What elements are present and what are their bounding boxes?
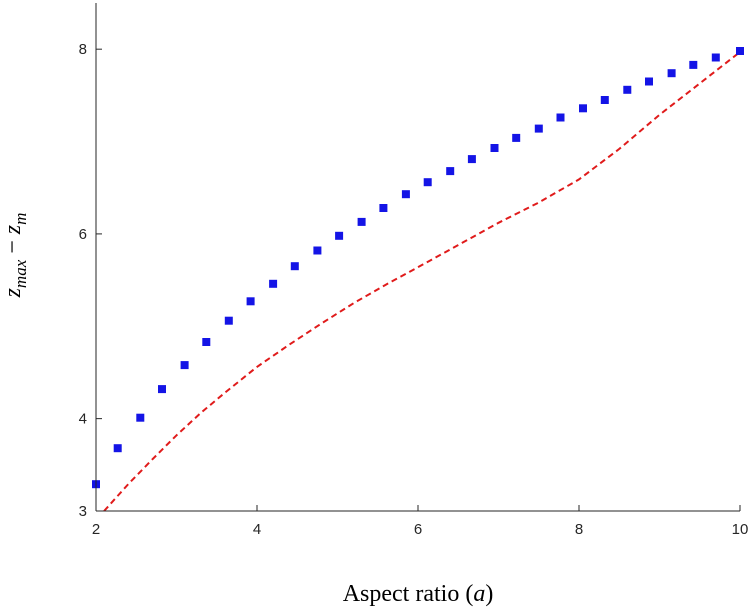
x-axis-title-text: Aspect ratio (343, 581, 460, 607)
y-tick-label: 8 (79, 41, 87, 58)
x-axis-title: Aspect ratio (a) (343, 581, 494, 607)
x-axis-title-variable: a (473, 581, 485, 607)
plot-area (92, 47, 744, 511)
data-point (645, 77, 653, 86)
data-point (534, 124, 543, 133)
data-point (335, 231, 344, 240)
data-point (736, 47, 744, 55)
data-point (689, 60, 698, 69)
data-point (290, 262, 299, 271)
data-point (423, 178, 432, 187)
data-point (158, 385, 166, 394)
y-tick-label: 6 (79, 226, 87, 243)
y-axis-title-sub1: max (11, 259, 30, 288)
data-point (446, 167, 455, 176)
data-point (623, 85, 632, 94)
data-point (401, 190, 410, 199)
data-point (600, 96, 609, 104)
y-tick-label: 3 (79, 503, 87, 520)
x-tick-label: 2 (92, 521, 100, 538)
data-point (246, 297, 255, 306)
fit-curve-line (103, 51, 741, 511)
data-point (512, 133, 521, 142)
y-axis-title-sub2: m (11, 213, 30, 225)
data-point (579, 104, 587, 113)
y-tick-label: 4 (79, 411, 87, 428)
y-axis-title-var1: z (0, 287, 26, 298)
series-group (92, 47, 744, 511)
data-point (379, 204, 388, 212)
data-point (113, 444, 122, 453)
data-point (667, 69, 676, 78)
x-tick-label: 6 (414, 521, 422, 538)
x-tick-label: 8 (575, 521, 583, 538)
x-tick-label: 4 (253, 521, 261, 538)
data-point (202, 338, 211, 346)
data-point (711, 53, 720, 62)
data-point (556, 113, 565, 122)
axes: 2 4 6 8 10 3 4 6 8 (79, 3, 749, 538)
data-point (467, 155, 476, 164)
data-point (136, 413, 145, 422)
data-point (490, 144, 499, 152)
y-axis-title-var2: z (0, 224, 26, 235)
data-point (357, 217, 366, 226)
data-point (224, 316, 233, 325)
x-tick-label: 10 (732, 521, 749, 538)
data-point (313, 246, 322, 255)
data-point (269, 279, 278, 288)
y-axis-title: zmax − zm (0, 213, 30, 299)
data-point (180, 361, 189, 370)
